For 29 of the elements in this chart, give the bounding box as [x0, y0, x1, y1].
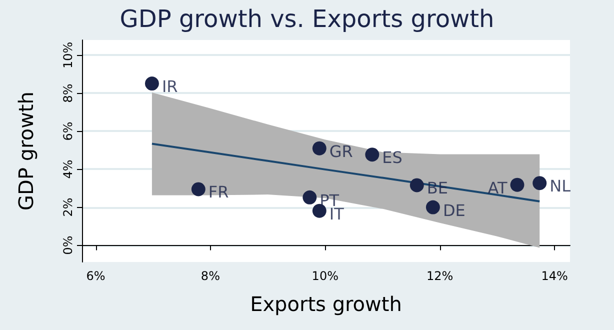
x-tick-label: 10% — [312, 269, 338, 283]
annotation: GR — [329, 142, 353, 161]
point — [312, 141, 326, 156]
point — [302, 190, 317, 204]
point — [365, 148, 380, 162]
annotation: IR — [162, 77, 178, 96]
annotation: DE — [442, 200, 466, 220]
point — [426, 200, 440, 214]
point — [144, 76, 159, 91]
y-tick-label: 0% — [61, 236, 75, 255]
y-tick-label: 4% — [61, 160, 75, 179]
point — [510, 178, 524, 192]
y-tick-label: 10% — [61, 42, 75, 69]
x-tick-label: 14% — [541, 269, 568, 283]
point — [532, 176, 547, 190]
x-axis-title: Exports growth — [250, 292, 402, 316]
x-tick-label: 6% — [86, 269, 106, 283]
annotation: ES — [382, 148, 402, 168]
point — [191, 182, 206, 196]
annotation: NL — [550, 176, 571, 196]
chart-title: GDP growth vs. Exports growth — [120, 5, 494, 33]
y-tick-label: 8% — [61, 84, 75, 103]
y-tick-label: 2% — [61, 198, 75, 217]
annotation: AT — [488, 178, 508, 198]
point — [410, 178, 424, 192]
y-axis-title: GDP growth — [14, 92, 38, 210]
x-tick-label: 8% — [200, 269, 220, 283]
x-tick-label: 12% — [426, 269, 454, 283]
y-tick-label: 6% — [61, 122, 75, 141]
